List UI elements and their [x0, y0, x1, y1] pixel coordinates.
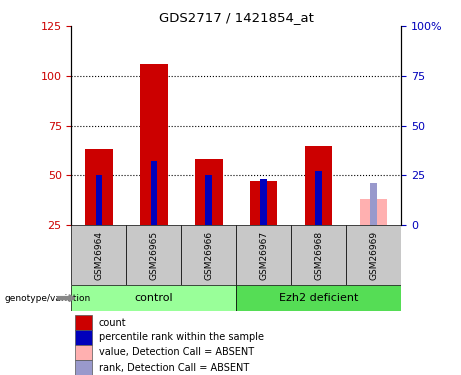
Bar [140, 64, 168, 225]
Text: genotype/variation: genotype/variation [5, 294, 91, 303]
Bar [75, 360, 92, 375]
Text: rank, Detection Call = ABSENT: rank, Detection Call = ABSENT [99, 363, 249, 372]
Bar [195, 159, 223, 225]
Bar [75, 330, 92, 345]
Bar [95, 176, 102, 225]
Bar [305, 146, 332, 225]
Text: value, Detection Call = ABSENT: value, Detection Call = ABSENT [99, 348, 254, 357]
Bar [85, 150, 112, 225]
Text: GSM26965: GSM26965 [149, 230, 159, 280]
Bar [346, 225, 401, 285]
Bar [75, 345, 92, 360]
Bar [206, 176, 212, 225]
Bar [71, 285, 236, 311]
Text: Ezh2 deficient: Ezh2 deficient [279, 293, 358, 303]
Bar [360, 199, 387, 225]
Bar [315, 171, 322, 225]
Title: GDS2717 / 1421854_at: GDS2717 / 1421854_at [159, 11, 313, 24]
Text: count: count [99, 318, 126, 327]
Bar [151, 161, 157, 225]
Bar [126, 225, 181, 285]
Bar [291, 225, 346, 285]
Bar [370, 183, 377, 225]
Text: GSM26966: GSM26966 [204, 230, 213, 280]
Bar [260, 179, 267, 225]
Bar [71, 225, 126, 285]
Bar [181, 225, 236, 285]
Text: GSM26968: GSM26968 [314, 230, 323, 280]
Text: GSM26967: GSM26967 [259, 230, 268, 280]
Text: control: control [135, 293, 173, 303]
Bar [250, 181, 278, 225]
Text: GSM26969: GSM26969 [369, 230, 378, 280]
Bar [75, 315, 92, 330]
Text: GSM26964: GSM26964 [95, 231, 103, 279]
Bar [236, 225, 291, 285]
Bar [236, 285, 401, 311]
Text: percentile rank within the sample: percentile rank within the sample [99, 333, 264, 342]
